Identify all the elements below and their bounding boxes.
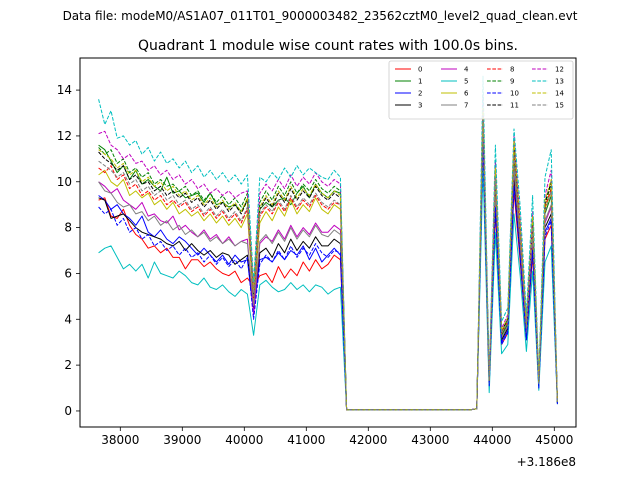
legend-label-module-14: 14 [555,90,564,98]
x-tick-label: 42000 [349,433,387,447]
x-offset-label: +3.186e8 [517,455,576,469]
y-tick-label: 8 [64,221,72,235]
y-tick-label: 14 [57,83,72,97]
y-tick-label: 0 [64,404,72,418]
legend-label-module-4: 4 [464,66,469,74]
legend-label-module-1: 1 [418,78,422,86]
y-tick-label: 12 [57,129,72,143]
legend-label-module-9: 9 [510,78,514,86]
series-line-module-14 [98,107,558,411]
x-tick-label: 41000 [287,433,325,447]
legend-frame [388,60,574,120]
y-tick-label: 2 [64,358,72,372]
y-axis: 0 2 4 6 8 10 12 14 [57,83,80,418]
legend-label-module-10: 10 [510,90,519,98]
x-tick-label: 45000 [535,433,573,447]
legend-label-module-12: 12 [555,66,564,74]
series-layer [98,75,558,411]
legend-label-module-15: 15 [555,102,564,110]
y-tick-label: 4 [64,312,72,326]
legend-label-module-0: 0 [418,66,422,74]
plot-area: 38000 39000 40000 41000 42000 43000 44000 45000… [57,57,577,469]
x-axis: 38000 39000 40000 41000 42000 43000 44000 45000 [101,427,573,447]
legend-label-module-6: 6 [464,90,469,98]
legend-label-module-5: 5 [464,78,468,86]
chart-title: Quadrant 1 module wise count rates with … [138,38,518,54]
y-tick-label: 6 [64,266,72,280]
legend-label-module-11: 11 [510,102,519,110]
suptitle: Data file: modeM0/AS1A07_011T01_90000034… [63,9,578,23]
x-tick-label: 40000 [225,433,263,447]
x-tick-label: 38000 [101,433,139,447]
x-tick-label: 44000 [473,433,511,447]
y-tick-label: 10 [57,175,72,189]
axes-frame [79,57,577,428]
legend-label-module-3: 3 [418,102,422,110]
legend-label-module-13: 13 [555,78,564,86]
legend-label-module-7: 7 [464,102,468,110]
x-tick-label: 43000 [411,433,449,447]
legend-label-module-2: 2 [418,90,422,98]
x-tick-label: 39000 [163,433,201,447]
series-line-module-13 [98,75,558,411]
series-line-module-15 [98,119,558,411]
legend-label-module-8: 8 [510,66,514,74]
